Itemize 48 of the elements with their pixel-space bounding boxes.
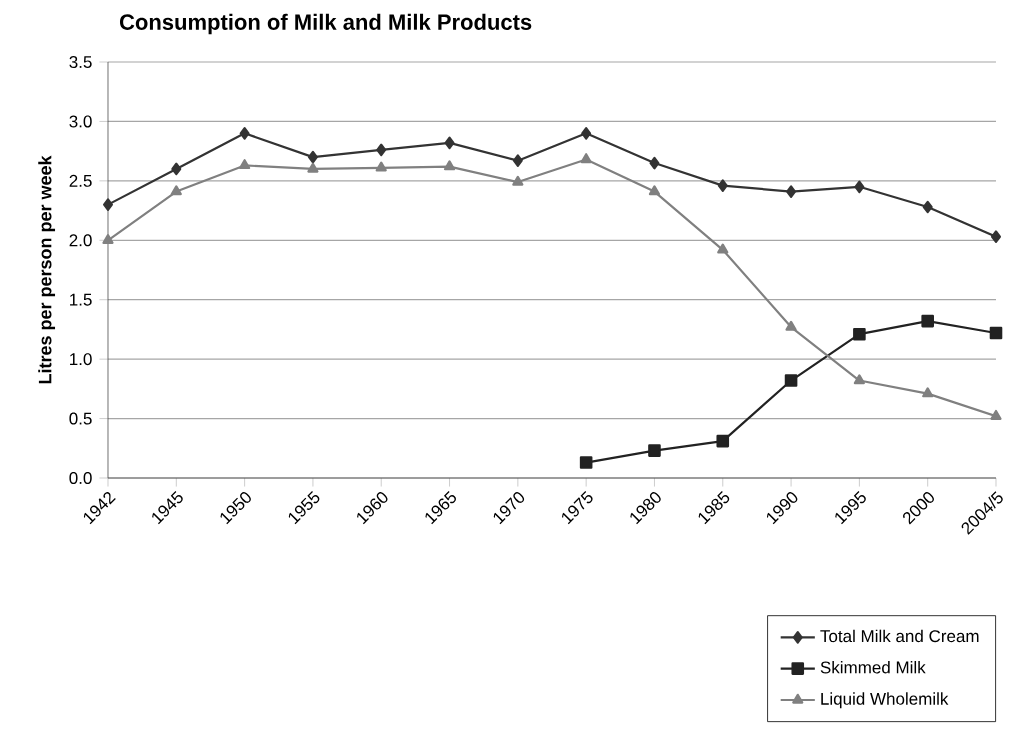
point bbox=[717, 179, 728, 192]
point bbox=[648, 185, 661, 196]
y-tick-label: 3.5 bbox=[69, 56, 92, 69]
legend-label: Total Milk and Cream bbox=[820, 629, 979, 643]
point bbox=[922, 387, 934, 398]
point bbox=[648, 444, 661, 457]
point bbox=[102, 233, 114, 244]
y-tick-label: 0.0 bbox=[69, 472, 92, 485]
point bbox=[580, 153, 592, 164]
point bbox=[921, 314, 934, 328]
point bbox=[443, 160, 456, 171]
point bbox=[853, 374, 865, 385]
y-tick-label: 0.5 bbox=[69, 412, 92, 425]
point bbox=[375, 161, 387, 172]
point bbox=[171, 162, 182, 176]
point bbox=[376, 143, 387, 157]
point bbox=[785, 320, 797, 331]
point bbox=[239, 127, 250, 140]
y-axis-title: Litres per person per week bbox=[38, 155, 56, 384]
point bbox=[784, 374, 798, 387]
point bbox=[581, 127, 592, 140]
y-tick-label: 2.5 bbox=[69, 174, 92, 187]
point bbox=[854, 180, 865, 194]
point bbox=[512, 175, 524, 186]
y-tick-label: 1.0 bbox=[70, 353, 92, 366]
point bbox=[239, 159, 251, 170]
point bbox=[307, 150, 318, 164]
point bbox=[512, 154, 523, 167]
y-tick-label: 1.5 bbox=[70, 293, 92, 306]
point bbox=[170, 185, 182, 196]
point bbox=[716, 434, 730, 448]
point bbox=[990, 409, 1002, 420]
y-tick-label: 2.0 bbox=[69, 234, 92, 247]
point bbox=[103, 198, 113, 211]
legend-label: Skimmed Milk bbox=[820, 660, 926, 674]
point bbox=[786, 185, 797, 198]
point bbox=[853, 327, 866, 341]
point bbox=[579, 456, 593, 469]
chart-title: Consumption of Milk and Milk Products bbox=[119, 13, 532, 35]
point bbox=[444, 136, 455, 150]
point bbox=[307, 162, 319, 173]
point bbox=[990, 230, 1001, 244]
point bbox=[989, 326, 1003, 340]
point bbox=[922, 200, 933, 214]
point bbox=[649, 156, 660, 170]
y-tick-label: 3.0 bbox=[69, 115, 92, 128]
point bbox=[717, 243, 729, 254]
legend-label: Liquid Wholemilk bbox=[821, 692, 949, 709]
